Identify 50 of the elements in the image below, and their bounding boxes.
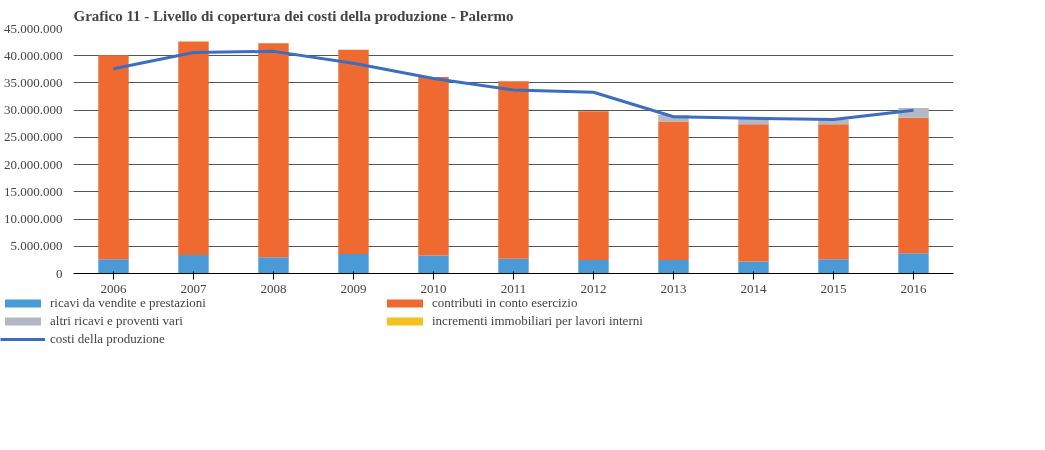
y-tick-label: 45.000.000 — [4, 20, 63, 36]
y-tick-label: 35.000.000 — [4, 74, 63, 90]
bar — [738, 261, 769, 274]
bar — [178, 254, 209, 274]
bar — [258, 43, 289, 258]
y-tick-label: 40.000.000 — [4, 47, 63, 63]
y-tick-label: 15.000.000 — [4, 183, 63, 199]
bar — [898, 117, 929, 254]
bar — [418, 76, 449, 256]
x-tick-label: 2006 — [100, 280, 127, 296]
legend-label: costi della produzione — [50, 331, 166, 347]
bar — [818, 259, 849, 274]
y-tick-label: 30.000.000 — [4, 102, 63, 118]
y-tick-label: 25.000.000 — [4, 129, 63, 145]
legend-label: altri ricavi e proventi vari — [50, 313, 184, 329]
x-tick-label: 2011 — [500, 280, 527, 296]
y-tick-label: 20.000.000 — [4, 156, 63, 172]
x-tick-label: 2014 — [740, 280, 767, 296]
x-tick-label: 2007 — [180, 280, 207, 296]
bar — [338, 49, 369, 254]
x-tick-label: 2013 — [660, 280, 687, 296]
bar — [98, 259, 129, 274]
bar — [498, 258, 529, 274]
bar — [498, 81, 529, 259]
bar — [658, 121, 689, 260]
line-series — [112, 49, 915, 121]
bar — [898, 253, 929, 274]
bar — [338, 253, 369, 274]
x-tick-label: 2008 — [260, 280, 287, 296]
bar — [258, 257, 289, 274]
x-tick-label: 2015 — [820, 280, 847, 296]
x-tick-label: 2010 — [420, 280, 447, 296]
legend-label: ricavi da vendite e prestazioni — [50, 295, 207, 311]
legend-label: incrementi immobiliari per lavori interni — [432, 313, 644, 329]
y-tick-label: 10.000.000 — [4, 211, 63, 227]
bar — [578, 259, 609, 274]
y-tick-label: 5.000.000 — [10, 238, 63, 254]
chart-title: Grafico 11 - Livello di copertura dei costi della produzione - Palermo — [73, 7, 514, 24]
bar — [818, 124, 849, 260]
bar — [418, 255, 449, 274]
y-tick-label: 0 — [56, 265, 63, 281]
x-tick-label: 2009 — [340, 280, 367, 296]
bar — [578, 111, 609, 260]
bar — [658, 259, 689, 274]
x-tick-label: 2016 — [900, 280, 927, 296]
bar — [98, 55, 129, 260]
legend-label: contributi in conto esercizio — [432, 295, 579, 311]
bar — [738, 124, 769, 262]
x-tick-label: 2012 — [580, 280, 607, 296]
bar — [178, 41, 209, 255]
